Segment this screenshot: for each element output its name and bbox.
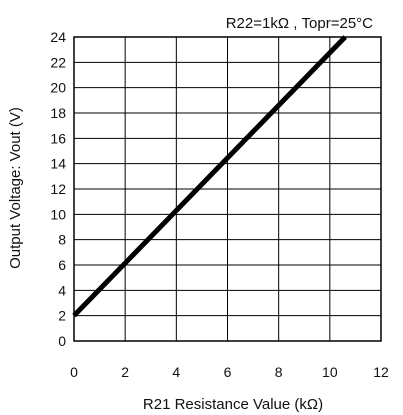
grid <box>73 36 382 342</box>
x-tick-label: 0 <box>70 364 78 380</box>
x-axis-label: R21 Resistance Value (kΩ) <box>143 396 323 413</box>
y-tick-label: 22 <box>50 54 66 70</box>
y-axis-label: Output Voltage: Vout (V) <box>7 107 24 269</box>
series-line <box>72 35 347 318</box>
x-tick-label: 6 <box>224 364 232 380</box>
y-tick-label: 6 <box>58 257 66 273</box>
x-tick-labels: 0 2 4 6 8 10 12 <box>70 364 389 380</box>
y-tick-label: 8 <box>58 232 66 248</box>
y-tick-label: 4 <box>58 282 66 298</box>
y-tick-label: 20 <box>50 80 66 96</box>
y-tick-label: 2 <box>58 308 66 324</box>
plot-frame <box>73 36 382 342</box>
y-tick-label: 14 <box>50 156 66 172</box>
y-tick-label: 18 <box>50 105 66 121</box>
x-tick-label: 8 <box>275 364 283 380</box>
series-layer <box>72 35 347 318</box>
plot-border <box>73 36 382 342</box>
y-tick-label: 16 <box>50 130 66 146</box>
y-tick-label: 12 <box>50 181 66 197</box>
x-tick-label: 2 <box>121 364 129 380</box>
y-tick-label: 0 <box>58 333 66 349</box>
y-tick-label: 10 <box>50 206 66 222</box>
x-tick-label: 12 <box>373 364 389 380</box>
x-tick-label: 4 <box>172 364 180 380</box>
y-tick-label: 24 <box>50 29 66 45</box>
x-tick-label: 10 <box>322 364 338 380</box>
chart-annotation: R22=1kΩ , Topr=25°C <box>226 15 373 32</box>
